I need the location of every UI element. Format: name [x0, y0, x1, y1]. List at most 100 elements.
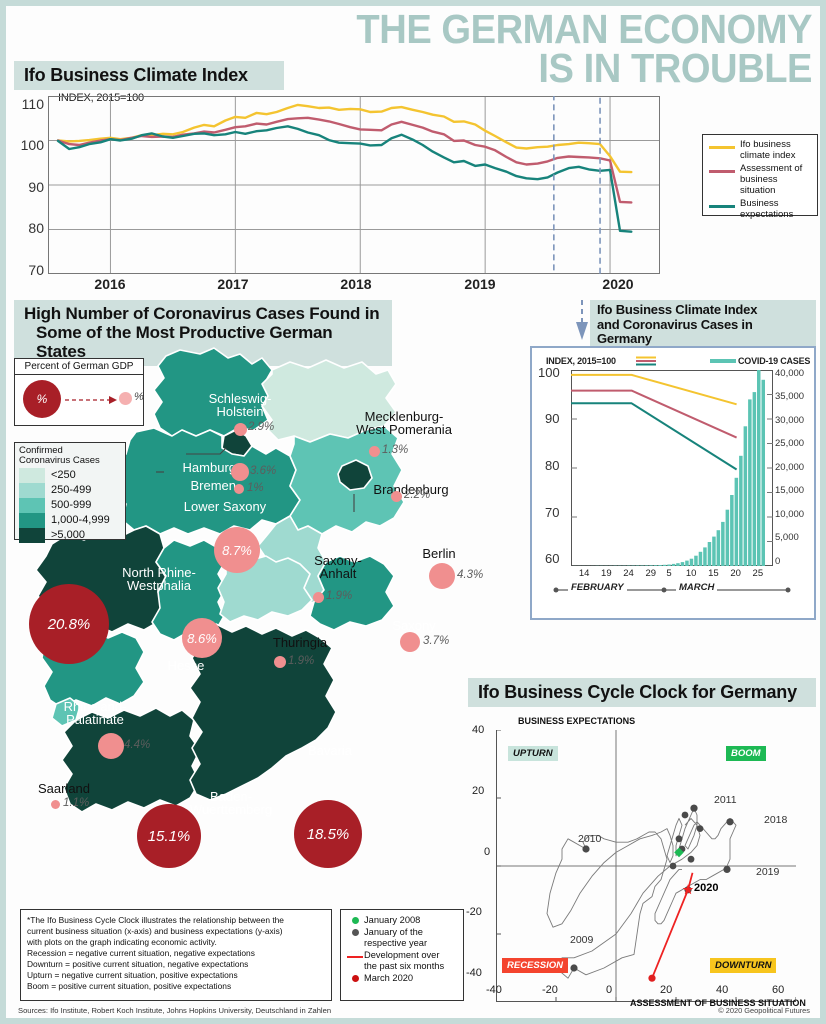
- map-gdp-bubble-bremen[interactable]: [234, 484, 244, 494]
- chart1-ytick-80: 80: [28, 220, 44, 236]
- clock-ylabel: BUSINESS EXPECTATIONS: [518, 716, 636, 726]
- footnote-line-7: Boom = positive current situation, posit…: [27, 980, 232, 991]
- footnote-line-3: with plots on the graph indicating econo…: [27, 936, 217, 947]
- map-legend-cases: Confirmed Coronavirus Cases <250 250-499…: [14, 442, 126, 543]
- cases-legend-swatch-0: [19, 467, 45, 483]
- map-gdp-value-bavaria: 18.5%: [306, 825, 350, 843]
- chart2-xtick-5: 10: [685, 568, 697, 579]
- copyright-text: © 2020 Geopolitical Futures: [718, 1006, 810, 1015]
- gdp-legend-big-bubble: %: [23, 380, 61, 418]
- clock-xtick-60: 60: [772, 984, 785, 996]
- map-state-bavaria[interactable]: [189, 623, 337, 801]
- gdp-legend-title: Percent of German GDP: [15, 359, 143, 375]
- map-gdp-bubble-rhineland-[interactable]: [98, 733, 124, 759]
- chart2-right-tick-10000: 10,000: [775, 509, 805, 520]
- map-state-saxony[interactable]: [309, 555, 395, 631]
- cases-legend-swatch-3: [19, 512, 45, 528]
- gray-dot-icon: [346, 927, 364, 937]
- chart1-xtick-2020: 2020: [602, 276, 634, 292]
- cases-legend-row-2: 500-999: [19, 497, 121, 513]
- clock-ytick-m40: -40: [466, 967, 482, 979]
- map-legend-gdp: Percent of German GDP % %: [14, 358, 144, 426]
- clock-plot: [496, 730, 796, 1002]
- gdp-legend-small-label: %: [134, 391, 144, 403]
- clock-xtick-40: 40: [716, 984, 729, 996]
- cases-legend-row-4: >5,000: [19, 527, 121, 543]
- chart1-xtick-2018: 2018: [340, 276, 372, 292]
- clock-xtick-20: 20: [660, 984, 673, 996]
- map-gdp-bubble-hesse[interactable]: 8.6%: [182, 618, 222, 658]
- chart2-right-tick-25000: 25,000: [775, 438, 805, 449]
- gdp-legend-small-bubble: [119, 392, 132, 405]
- footnote-line-1: *The Ifo Business Cycle Clock illustrate…: [27, 915, 284, 925]
- map-state-baden-wuerttemberg[interactable]: [61, 707, 201, 813]
- chart1-xtick-2017: 2017: [217, 276, 249, 292]
- chart2-left-tick-90: 90: [545, 411, 560, 426]
- map-gdp-bubble-lower-saxony[interactable]: 8.7%: [214, 527, 260, 573]
- cases-legend-swatch-4: [19, 527, 45, 543]
- map-gdp-bubble-berlin[interactable]: [429, 563, 455, 589]
- chart2-xtick-1: 19: [601, 568, 612, 579]
- chart1-legend-item-expectations: Business expectations: [707, 198, 813, 220]
- map-state-berlin[interactable]: [337, 459, 373, 491]
- page-title-line1: THE GERMAN ECONOMY: [356, 6, 812, 52]
- map-gdp-bubble-saxony-[interactable]: [312, 591, 324, 603]
- map-state-label-berlin: Berlin: [422, 546, 456, 561]
- map-gdp-value-lower-saxony: 8.7%: [222, 542, 252, 558]
- footnote-line-5: Downturn = positive current situation, n…: [27, 958, 249, 969]
- chart2-xtick-0: 14: [578, 568, 590, 579]
- map-gdp-bubble-mecklenburg-[interactable]: [368, 445, 380, 457]
- chart-business-cycle-clock: BUSINESS EXPECTATIONS 40 20 0 -20 -40 -4…: [464, 706, 816, 1008]
- map-gdp-value-brandenburg: 2.2%: [404, 489, 431, 501]
- map-gdp-bubble-saxony[interactable]: [400, 632, 420, 652]
- map-gdp-value-saxony-: 1.9%: [326, 590, 353, 602]
- map-state-label-north-rhine-: North Rhine- Westphalia: [122, 565, 196, 594]
- map-gdp-bubble-bavaria[interactable]: 18.5%: [294, 800, 362, 868]
- chart1-xtick-2016: 2016: [94, 276, 126, 292]
- map-gdp-bubble-hamburg[interactable]: [231, 463, 249, 481]
- clock-point-label-2018: 2018: [764, 814, 788, 826]
- chart2-right-tick-35000: 35,000: [775, 391, 805, 402]
- chart1-ytick-90: 90: [28, 179, 44, 195]
- map-state-label-mecklenburg-: Mecklenburg- West Pomerania: [356, 409, 452, 438]
- chart2-xtick-4: 5: [666, 568, 672, 579]
- clock-point-label-2010: 2010: [578, 833, 602, 845]
- map-gdp-bubble-schleswig-[interactable]: [233, 422, 247, 436]
- chart2-right-tick-30000: 30,000: [775, 415, 805, 426]
- green-dot-icon: [346, 915, 364, 924]
- map-gdp-bubble-baden-[interactable]: 15.1%: [137, 804, 201, 868]
- clock-point-label-2011: 2011: [714, 794, 737, 806]
- red-dot-icon: [346, 973, 364, 983]
- map-gdp-value-baden-: 15.1%: [147, 827, 191, 845]
- footnote-line-6: Upturn = negative current situation, pos…: [27, 969, 238, 980]
- clock-legend-item-jan2008: January 2008: [346, 915, 458, 925]
- chart2-month-label-march: MARCH: [676, 582, 718, 593]
- chart2-left-tick-80: 80: [545, 458, 560, 473]
- clock-ytick-40: 40: [472, 724, 485, 736]
- chart2-xtick-6: 15: [708, 568, 719, 579]
- clock-xtick-m40: -40: [486, 984, 502, 996]
- map-gdp-bubble-thuringia[interactable]: [274, 656, 286, 668]
- legend-line-icon-climate: [709, 146, 735, 149]
- map-gdp-value-schleswig-: 2.9%: [248, 421, 275, 433]
- chart-ifo-business-climate-index: INDEX, 2015=100 110 100 90 80 70 2016 20…: [14, 90, 818, 292]
- chart2-xtick-7: 20: [730, 568, 741, 579]
- clock-point-label-2020: 2020: [694, 882, 719, 894]
- map-gdp-bubble-saarland[interactable]: [50, 799, 60, 809]
- map-gdp-value-mecklenburg-: 1.3%: [382, 444, 409, 456]
- clock-ytick-20: 20: [472, 785, 485, 797]
- map-state-label-bremen: Bremen: [190, 478, 236, 493]
- legend-line-icon-expectations: [709, 205, 735, 209]
- map-state-label-hesse: Hesse: [167, 658, 205, 673]
- cases-legend-row-1: 250-499: [19, 482, 121, 498]
- map-gdp-value-bremen: 1%: [247, 482, 264, 494]
- map-gdp-bubble-north-rhine-[interactable]: 20.8%: [29, 584, 109, 664]
- map-gdp-bubble-brandenburg[interactable]: [390, 490, 402, 502]
- map-state-schleswig-holstein[interactable]: [153, 347, 273, 437]
- chart2-xticks: 14 19 24 29 5 10 15 20 25: [571, 568, 773, 582]
- cases-legend-title: Confirmed Coronavirus Cases: [19, 445, 100, 466]
- map-gdp-value-hesse: 8.6%: [187, 630, 217, 646]
- cases-legend-row-0: <250: [19, 467, 121, 483]
- map-state-label-thuringia: Thuringia: [272, 635, 328, 650]
